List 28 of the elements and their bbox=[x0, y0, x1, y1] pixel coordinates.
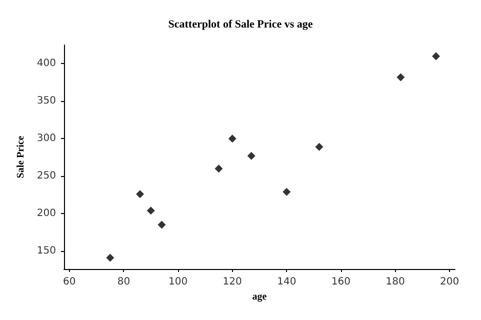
point bbox=[214, 164, 223, 173]
x-tick-label: 140 bbox=[277, 276, 296, 288]
point bbox=[158, 220, 166, 229]
point bbox=[136, 190, 144, 198]
x-tick-label: 160 bbox=[331, 276, 350, 288]
x-tick-label: 80 bbox=[117, 276, 130, 288]
x-tick-label: 100 bbox=[168, 276, 188, 288]
point bbox=[315, 142, 324, 151]
y-tick-label: 300 bbox=[36, 133, 56, 144]
point bbox=[396, 73, 405, 82]
point bbox=[432, 52, 440, 60]
point bbox=[228, 134, 236, 143]
y-tick-label: 150 bbox=[36, 246, 56, 257]
x-tick-label: 180 bbox=[386, 276, 405, 288]
point bbox=[282, 188, 291, 196]
y-tick-label: 350 bbox=[36, 96, 56, 107]
chart-title: Scatterplot of Sale Price vs age bbox=[168, 18, 313, 30]
y-tick-label: 400 bbox=[36, 58, 56, 70]
point bbox=[247, 152, 256, 160]
y-tick-label: 200 bbox=[36, 208, 56, 220]
x-tick-label: 60 bbox=[63, 276, 76, 288]
x-axis-title: age bbox=[252, 291, 268, 302]
x-tick-label: 200 bbox=[440, 276, 460, 288]
y-tick-label: 250 bbox=[36, 170, 56, 182]
y-axis-title: Sale Price bbox=[16, 135, 26, 178]
x-tick-label: 120 bbox=[222, 276, 242, 288]
point bbox=[146, 206, 155, 215]
point bbox=[106, 254, 114, 262]
